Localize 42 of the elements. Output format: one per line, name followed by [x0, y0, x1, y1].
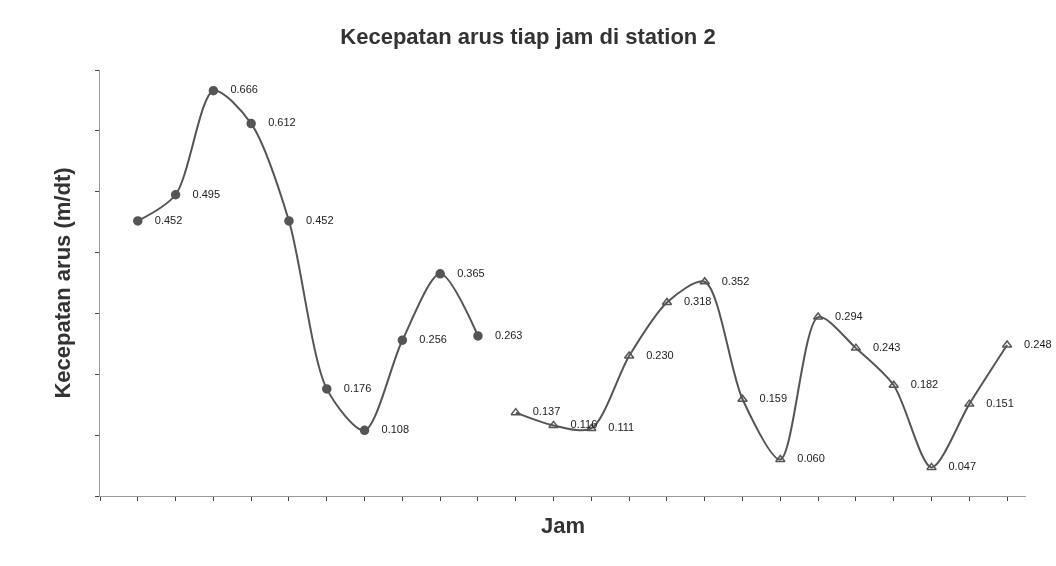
data-label: 0.248 [1013, 337, 1052, 350]
point [133, 216, 143, 226]
data-label: 0.108 [370, 423, 410, 436]
data-label: 0.495 [181, 187, 221, 200]
data-label: 0.452 [294, 213, 334, 226]
data-label: 0.159 [748, 391, 788, 404]
data-label: 0.151 [975, 396, 1014, 409]
data-label: 0.318 [672, 295, 712, 308]
point [435, 269, 445, 279]
data-label: 0.452 [143, 213, 183, 226]
point [510, 407, 522, 416]
point [548, 420, 559, 429]
point [397, 335, 408, 345]
data-label: 0.256 [408, 332, 447, 345]
chart-title: Kecepatan arus tiap jam di station 2 [340, 23, 716, 49]
point [246, 118, 256, 129]
data-label: 0.666 [219, 83, 258, 96]
point [926, 462, 937, 471]
data-label: 0.230 [635, 348, 674, 361]
y-axis-title: Kecepatan arus (m/dt) [50, 167, 76, 399]
point [359, 425, 370, 436]
point [208, 85, 219, 96]
data-label: 0.060 [786, 452, 825, 465]
point [661, 297, 673, 306]
data-label: 0.365 [446, 266, 485, 279]
data-label: 0.294 [824, 309, 863, 322]
data-label: 0.047 [937, 460, 977, 473]
data-label: 0.137 [521, 405, 561, 418]
data-label: 0.612 [257, 116, 296, 129]
data-label: 0.111 [597, 421, 635, 434]
point [322, 384, 332, 394]
point [473, 331, 483, 341]
data-label: 0.263 [483, 328, 523, 341]
point [170, 190, 181, 200]
point [774, 454, 786, 463]
data-label: 0.352 [710, 274, 750, 287]
point [737, 394, 748, 402]
point [284, 216, 294, 226]
x-axis-title: Jam [540, 513, 586, 539]
data-label: 0.243 [861, 340, 901, 353]
data-label: 0.182 [899, 377, 939, 390]
data-label: 0.176 [332, 381, 372, 394]
